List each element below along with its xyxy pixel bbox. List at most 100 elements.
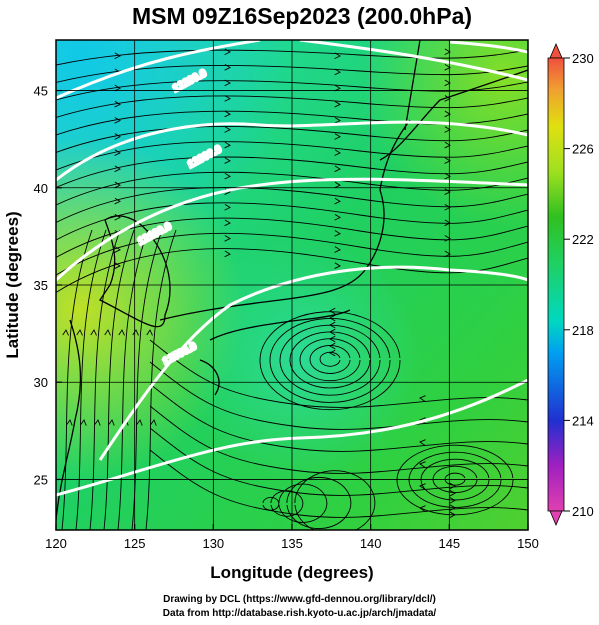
streamline-arrow [334, 149, 341, 156]
streamline-arrow [224, 219, 231, 227]
streamline-arrow [114, 100, 121, 108]
streamline-arrow [114, 84, 121, 92]
streamline-arrow [449, 497, 456, 504]
streamline [319, 351, 341, 367]
streamline-arrow [334, 197, 341, 205]
streamline-arrow [444, 157, 451, 164]
colorbar-tick-label: 226 [572, 142, 594, 157]
streamline [299, 338, 361, 382]
streamline [56, 126, 528, 153]
x-tick-label: 140 [360, 536, 382, 551]
streamline [75, 229, 107, 530]
streamline [56, 202, 528, 241]
y-tick-label: 25 [34, 472, 48, 487]
streamline-arrow [334, 165, 341, 173]
streamline-arrow [114, 165, 121, 173]
credit-line-2: Data from http://database.rish.kyoto-u.a… [162, 608, 437, 619]
streamline-arrow [224, 79, 231, 87]
streamline-arrow [224, 250, 231, 258]
streamline [145, 229, 177, 530]
y-tick-label: 40 [34, 181, 48, 196]
streamline [56, 95, 528, 118]
streamline-arrow [224, 110, 231, 118]
streamline-arrow [334, 230, 341, 237]
streamline-arrow [334, 100, 341, 108]
streamline [269, 318, 391, 403]
colorbar-tick-label: 210 [572, 504, 594, 519]
contour-line [56, 40, 528, 100]
streamline [396, 444, 514, 516]
x-tick-label: 135 [281, 536, 303, 551]
streamline [56, 156, 528, 188]
streamline-arrow [329, 307, 336, 315]
streamline-arrow [329, 328, 336, 336]
x-axis: 120 125 130 135 140 145 150 [45, 524, 539, 551]
streamline-arrow [334, 117, 341, 124]
streamline [270, 490, 304, 517]
streamline [408, 451, 502, 508]
credit-line-1: Drawing by DCL (https://www.gfd-dennou.o… [163, 594, 436, 605]
streamline-arrow [444, 141, 451, 149]
streamline-arrow [444, 172, 451, 180]
streamline-arrow [108, 419, 115, 426]
streamline [56, 187, 528, 223]
streamline [149, 339, 528, 408]
streamline [149, 361, 528, 430]
streamline-arrow [419, 395, 426, 402]
contour-line [56, 177, 528, 282]
streamline-arrow [114, 149, 121, 156]
streamline [56, 64, 528, 83]
streamline-arrow [419, 483, 426, 490]
streamline-arrow [104, 329, 111, 336]
streamline-arrow [224, 48, 231, 56]
streamline-arrow [444, 79, 451, 87]
colorbar-tick-label: 230 [572, 51, 594, 66]
streamline-arrow [146, 329, 153, 336]
streamline-arrow [224, 157, 231, 164]
streamline-arrow [90, 329, 97, 336]
streamline-arrow [114, 52, 121, 60]
streamline [286, 476, 352, 529]
y-tick-label: 30 [34, 375, 48, 390]
streamline-arrow [444, 126, 451, 133]
wind-streamlines [56, 48, 528, 530]
x-tick-label: 120 [45, 536, 67, 551]
streamline-arrow [449, 489, 456, 497]
colorbar-top-arrow [549, 42, 563, 59]
streamline-arrow [444, 203, 451, 211]
colorbar-scale [547, 57, 565, 512]
streamline-arrow [334, 213, 341, 221]
streamline-arrow [334, 68, 341, 76]
streamline-arrow [136, 419, 143, 426]
streamline-arrow [114, 246, 121, 253]
streamline-arrow [329, 335, 336, 343]
streamline [279, 324, 381, 396]
y-axis-label: Latitude (degrees) [3, 211, 22, 358]
streamline-arrow [334, 246, 341, 253]
streamline [89, 229, 121, 530]
streamline-arrow [444, 250, 451, 258]
x-tick-label: 125 [124, 536, 146, 551]
streamline-arrow [449, 511, 456, 519]
streamline [56, 49, 528, 66]
streamline-arrow [334, 84, 341, 92]
streamline-arrow [444, 235, 451, 242]
streamline [149, 383, 528, 452]
streamline-arrow [80, 419, 87, 426]
streamline-arrow [329, 314, 336, 322]
streamline-arrow [66, 419, 73, 426]
streamline-arrow [114, 181, 121, 189]
streamline [289, 331, 371, 389]
streamline-arrow [329, 342, 336, 350]
streamline [259, 311, 401, 411]
streamline-arrow [224, 64, 231, 71]
streamline [56, 80, 528, 101]
streamline-arrow [224, 95, 231, 102]
streamline-arrow [419, 461, 426, 468]
streamline-arrow [334, 181, 341, 189]
streamline-arrow [329, 349, 336, 357]
streamline-arrow [114, 133, 121, 140]
contour-line [56, 120, 528, 182]
streamline [103, 229, 135, 530]
